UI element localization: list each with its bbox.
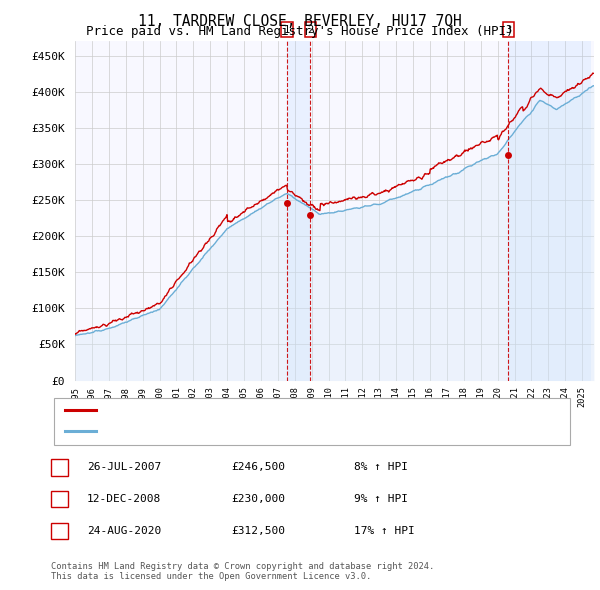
Text: 2001: 2001 bbox=[172, 386, 181, 407]
Text: 2018: 2018 bbox=[460, 386, 469, 407]
Text: 24-AUG-2020: 24-AUG-2020 bbox=[87, 526, 161, 536]
Text: 3: 3 bbox=[505, 25, 512, 35]
Text: 2019: 2019 bbox=[476, 386, 485, 407]
Text: 2006: 2006 bbox=[256, 386, 265, 407]
Text: 11, TARDREW CLOSE, BEVERLEY, HU17 7QH (detached house): 11, TARDREW CLOSE, BEVERLEY, HU17 7QH (d… bbox=[103, 405, 440, 415]
Text: 1997: 1997 bbox=[104, 386, 113, 407]
Text: 2009: 2009 bbox=[307, 386, 316, 407]
Text: 1995: 1995 bbox=[71, 386, 79, 407]
Text: 1: 1 bbox=[56, 463, 62, 472]
Text: 2022: 2022 bbox=[527, 386, 536, 407]
Text: 26-JUL-2007: 26-JUL-2007 bbox=[87, 463, 161, 472]
Text: 1: 1 bbox=[284, 25, 290, 35]
Text: 1998: 1998 bbox=[121, 386, 130, 407]
Text: 2017: 2017 bbox=[442, 386, 451, 407]
Text: 3: 3 bbox=[56, 526, 62, 536]
Text: £230,000: £230,000 bbox=[231, 494, 285, 504]
Text: £312,500: £312,500 bbox=[231, 526, 285, 536]
Text: 1996: 1996 bbox=[88, 386, 97, 407]
Text: 2015: 2015 bbox=[409, 386, 418, 407]
Text: 9% ↑ HPI: 9% ↑ HPI bbox=[354, 494, 408, 504]
Text: 2020: 2020 bbox=[493, 386, 502, 407]
Text: 2023: 2023 bbox=[544, 386, 553, 407]
Text: 2012: 2012 bbox=[358, 386, 367, 407]
Text: 2003: 2003 bbox=[206, 386, 215, 407]
Text: 11, TARDREW CLOSE, BEVERLEY, HU17 7QH: 11, TARDREW CLOSE, BEVERLEY, HU17 7QH bbox=[138, 14, 462, 28]
Bar bbox=[287, 41, 310, 381]
Text: 8% ↑ HPI: 8% ↑ HPI bbox=[354, 463, 408, 472]
Text: 2011: 2011 bbox=[341, 386, 350, 407]
Text: 2005: 2005 bbox=[239, 386, 248, 407]
Text: 2013: 2013 bbox=[375, 386, 384, 407]
Text: 2: 2 bbox=[56, 494, 62, 504]
Text: 2007: 2007 bbox=[274, 386, 283, 407]
Text: 2008: 2008 bbox=[290, 386, 299, 407]
Text: 1999: 1999 bbox=[138, 386, 147, 407]
Text: 2004: 2004 bbox=[223, 386, 232, 407]
Text: 2000: 2000 bbox=[155, 386, 164, 407]
Text: 2025: 2025 bbox=[578, 386, 587, 407]
Text: 12-DEC-2008: 12-DEC-2008 bbox=[87, 494, 161, 504]
Text: Contains HM Land Registry data © Crown copyright and database right 2024.
This d: Contains HM Land Registry data © Crown c… bbox=[51, 562, 434, 581]
Text: 2016: 2016 bbox=[425, 386, 434, 407]
Text: 17% ↑ HPI: 17% ↑ HPI bbox=[354, 526, 415, 536]
Text: Price paid vs. HM Land Registry's House Price Index (HPI): Price paid vs. HM Land Registry's House … bbox=[86, 25, 514, 38]
Text: 2010: 2010 bbox=[324, 386, 333, 407]
Text: 2002: 2002 bbox=[189, 386, 198, 407]
Text: 2: 2 bbox=[307, 25, 314, 35]
Text: £246,500: £246,500 bbox=[231, 463, 285, 472]
Text: 2024: 2024 bbox=[561, 386, 570, 407]
Text: HPI: Average price, detached house, East Riding of Yorkshire: HPI: Average price, detached house, East… bbox=[103, 427, 478, 436]
Text: 2021: 2021 bbox=[510, 386, 519, 407]
Bar bbox=[508, 41, 590, 381]
Text: 2014: 2014 bbox=[392, 386, 401, 407]
